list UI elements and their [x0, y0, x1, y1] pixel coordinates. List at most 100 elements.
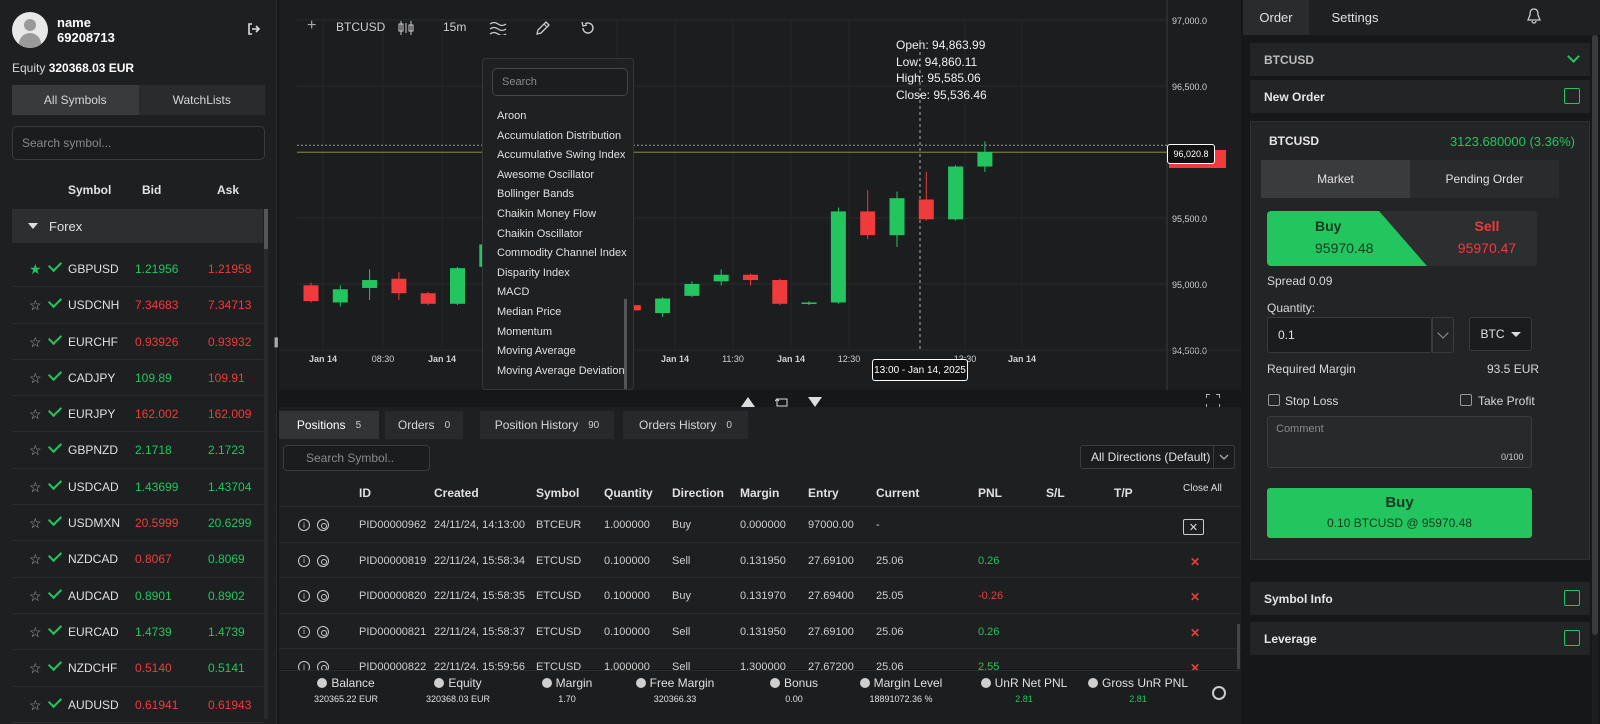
- symbol-row[interactable]: ☆ USDCNH 7.34683 7.34713: [12, 287, 263, 324]
- indicator-item[interactable]: Bollinger Bands: [497, 188, 575, 201]
- tab-positions[interactable]: Positions 5: [279, 411, 379, 439]
- tab-watchlists[interactable]: WatchLists: [172, 93, 231, 107]
- check-icon[interactable]: [47, 475, 63, 490]
- indicator-item[interactable]: Chaikin Oscillator: [497, 227, 583, 240]
- symbol-info-header[interactable]: Symbol Info: [1250, 582, 1590, 615]
- symbol-row[interactable]: ☆ GBPNZD 2.1718 2.1723: [12, 432, 263, 469]
- tab-market[interactable]: Market: [1261, 160, 1410, 198]
- chart-toggle-icon[interactable]: [774, 396, 789, 411]
- quantity-dropdown[interactable]: [1432, 317, 1454, 353]
- position-search-input[interactable]: [283, 445, 430, 471]
- gear-icon[interactable]: [1212, 686, 1226, 700]
- settings-icon[interactable]: [317, 590, 329, 602]
- col-header[interactable]: Symbol: [536, 486, 580, 500]
- info-icon[interactable]: [769, 678, 780, 688]
- positions-scrollbar[interactable]: [1237, 624, 1240, 669]
- symbol-row[interactable]: ☆ NZDCAD 0.8067 0.8069: [12, 541, 263, 578]
- close-position-icon[interactable]: ✕: [1190, 625, 1201, 640]
- indicator-list-scrollbar[interactable]: [624, 299, 627, 389]
- comment-field[interactable]: [1267, 416, 1532, 468]
- indicator-item[interactable]: Commodity Channel Index: [497, 247, 627, 260]
- col-header[interactable]: Created: [434, 486, 479, 500]
- table-row[interactable]: i PID00000821 22/11/24, 15:58:37 ETCUSD 0.10…: [279, 612, 1241, 649]
- settings-icon[interactable]: [317, 519, 329, 531]
- info-icon[interactable]: [980, 678, 991, 688]
- tab-position-history[interactable]: Position History 90: [480, 411, 614, 439]
- unit-select[interactable]: BTC: [1469, 317, 1532, 351]
- indicator-item[interactable]: Moving Average Deviation: [497, 364, 625, 377]
- star-icon[interactable]: ☆: [29, 623, 42, 640]
- symbol-row[interactable]: ☆ AUDCAD 0.8901 0.8902: [12, 578, 263, 614]
- indicator-item[interactable]: Median Price: [497, 305, 562, 318]
- star-icon[interactable]: ☆: [29, 696, 42, 713]
- symbol-selector[interactable]: BTCUSD: [1250, 43, 1590, 76]
- order-panel-scrollbar[interactable]: [1592, 35, 1598, 724]
- star-icon[interactable]: ☆: [29, 297, 42, 314]
- check-icon[interactable]: [47, 512, 63, 527]
- indicator-item[interactable]: Moving Average: [497, 345, 576, 358]
- left-panel-handle[interactable]: ❚: [272, 337, 281, 348]
- check-icon[interactable]: [47, 403, 63, 418]
- star-icon[interactable]: ☆: [29, 515, 42, 532]
- chart-up-icon[interactable]: [741, 396, 755, 410]
- symbol-list-scrollbar[interactable]: [264, 209, 268, 719]
- new-order-header[interactable]: New Order: [1250, 80, 1590, 113]
- check-icon[interactable]: [47, 620, 63, 636]
- symbol-row[interactable]: ☆ USDCAD 1.43699 1.43704: [12, 469, 263, 506]
- symbol-row[interactable]: ☆ AUDUSD 0.61941 0.61943: [12, 687, 263, 723]
- close-position-icon[interactable]: ✕: [1190, 590, 1201, 604]
- check-icon[interactable]: [47, 657, 63, 672]
- info-icon[interactable]: i: [298, 625, 310, 638]
- tab-orders-history[interactable]: Orders History 0: [623, 411, 748, 439]
- sell-side-button[interactable]: Sell: [1474, 218, 1500, 234]
- star-icon[interactable]: ☆: [29, 478, 42, 495]
- star-icon[interactable]: ☆: [29, 369, 42, 386]
- star-icon[interactable]: ☆: [29, 333, 42, 350]
- indicator-item[interactable]: Accumulation Distribution: [497, 129, 622, 142]
- tab-order[interactable]: Order: [1243, 0, 1309, 35]
- chart-symbol[interactable]: BTCUSD: [336, 20, 386, 34]
- tab-orders[interactable]: Orders 0: [385, 411, 463, 439]
- info-icon[interactable]: i: [298, 590, 310, 602]
- info-icon[interactable]: [1087, 678, 1098, 688]
- col-header[interactable]: ID: [359, 486, 371, 500]
- take-profit-checkbox[interactable]: [1460, 394, 1472, 406]
- tab-all-symbols[interactable]: All Symbols: [12, 85, 139, 115]
- info-icon[interactable]: i: [298, 519, 310, 531]
- info-icon[interactable]: [317, 678, 328, 688]
- star-icon[interactable]: ☆: [29, 551, 42, 568]
- symbol-row[interactable]: ☆ EURCHF 0.93926 0.93932: [12, 324, 263, 360]
- star-icon[interactable]: ★: [29, 261, 42, 277]
- avatar[interactable]: [12, 12, 48, 48]
- col-header[interactable]: PNL: [978, 486, 1002, 500]
- candles-icon[interactable]: [398, 21, 414, 35]
- col-header[interactable]: Direction: [672, 486, 725, 500]
- symbol-row[interactable]: ★ GBPUSD 1.21956 1.21958: [12, 251, 263, 288]
- candlestick-chart[interactable]: 97,000.096,500.096,000.095,500.095,000.0…: [279, 0, 1241, 390]
- indicator-item[interactable]: Chaikin Money Flow: [497, 207, 597, 220]
- star-icon[interactable]: ☆: [29, 587, 42, 604]
- settings-icon[interactable]: [317, 625, 329, 638]
- table-row[interactable]: i PID00000962 24/11/24, 14:13:00 BTCEUR 1.00…: [279, 506, 1241, 542]
- leverage-header[interactable]: Leverage: [1250, 622, 1590, 655]
- settings-icon[interactable]: [317, 554, 329, 567]
- tab-pending-order[interactable]: Pending Order: [1445, 172, 1524, 186]
- logout-icon[interactable]: [247, 22, 261, 36]
- buy-submit-button[interactable]: Buy 0.10 BTCUSD @ 95970.48: [1267, 488, 1532, 538]
- col-header[interactable]: Quantity: [604, 486, 653, 500]
- table-row[interactable]: i PID00000819 22/11/24, 15:58:34 ETCUSD 0.10…: [279, 541, 1241, 578]
- indicator-search-input[interactable]: [492, 68, 628, 96]
- col-header[interactable]: Entry: [808, 486, 839, 500]
- stop-loss-checkbox[interactable]: [1268, 394, 1280, 406]
- bell-icon[interactable]: [1526, 8, 1542, 24]
- star-icon[interactable]: ☆: [29, 442, 42, 459]
- close-position-icon[interactable]: ✕: [1190, 661, 1201, 675]
- symbol-search-input[interactable]: [12, 126, 265, 160]
- close-all-button[interactable]: Close All: [1183, 483, 1222, 494]
- info-icon[interactable]: i: [298, 554, 310, 567]
- indicator-item[interactable]: Aroon: [497, 110, 527, 122]
- interval-selector[interactable]: 15m: [443, 20, 467, 34]
- col-header[interactable]: T/P: [1114, 486, 1133, 500]
- symbol-row[interactable]: ☆ EURJPY 162.002 162.009: [12, 396, 263, 433]
- close-position-icon[interactable]: ✕: [1190, 554, 1201, 569]
